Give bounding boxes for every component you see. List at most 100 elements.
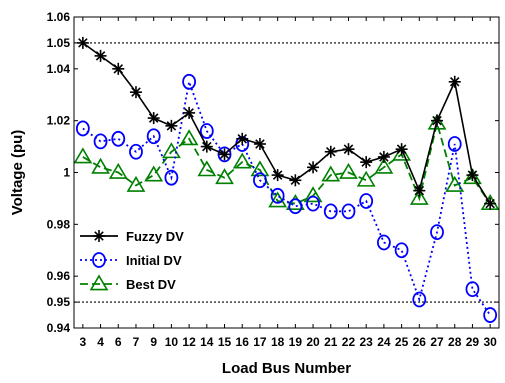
x-tick-label: 14 [200,335,214,349]
data-point-best-dv [321,165,341,182]
data-point-fuzzy-dv [76,36,89,49]
data-point-best-dv [339,162,358,179]
data-point-best-dv [303,186,323,203]
data-point-fuzzy-dv [271,169,284,182]
data-point-fuzzy-dv [289,174,302,187]
x-tick-label: 21 [324,335,338,349]
x-tick-label: 17 [253,335,267,349]
data-point-fuzzy-dv [431,114,444,127]
data-point-fuzzy-dv [147,112,160,125]
data-point-initial-dv [341,203,356,220]
data-point-fuzzy-dv [112,62,125,75]
data-point-fuzzy-dv [94,49,107,62]
y-axis-label: Voltage (pu) [9,130,26,216]
data-point-initial-dv [111,130,126,147]
legend-entry-fuzzy-dv: Fuzzy DV [126,229,184,244]
x-tick-label: 4 [97,335,104,349]
data-point-initial-dv [270,187,285,204]
data-point-best-dv [126,175,146,192]
x-tick-label: 25 [395,335,409,349]
data-point-initial-dv [394,242,409,259]
y-tick-label: 0.94 [47,321,71,335]
data-point-fuzzy-dv [200,140,213,153]
data-point-best-dv [427,113,447,130]
data-point-best-dv [197,160,217,177]
x-tick-label: 10 [165,335,179,349]
x-tick-label: 9 [150,335,157,349]
data-point-best-dv [250,160,270,177]
data-point-initial-dv [164,169,179,186]
data-point-initial-dv [465,281,480,298]
data-point-best-dv [108,162,128,179]
data-point-best-dv [144,165,164,182]
data-point-best-dv [179,129,199,146]
data-point-initial-dv [447,136,462,152]
data-point-initial-dv [306,195,320,212]
data-point-best-dv [161,142,181,159]
y-axis-ticks: 0.94 0.95 0.96 0.98 1 1.02 1.04 1.05 1.06 [47,10,499,335]
data-point-initial-dv [412,291,427,308]
data-point-fuzzy-dv [183,106,196,119]
data-point-fuzzy-dv [324,145,337,158]
data-point-best-dv [409,188,429,205]
data-point-fuzzy-dv [218,148,231,161]
data-point-initial-dv [129,143,143,160]
y-tick-label: 1.05 [47,36,71,50]
y-tick-label: 1.04 [47,62,71,76]
data-point-initial-dv [288,198,303,215]
x-tick-label: 12 [182,335,196,349]
data-point-best-dv [463,168,482,185]
data-point-best-dv [232,152,252,169]
x-tick-label: 22 [342,335,356,349]
data-point-fuzzy-dv [129,86,142,99]
x-tick-label: 28 [448,335,462,349]
data-point-fuzzy-dv [413,184,426,197]
series-line-fuzzy-dv [82,42,491,205]
x-tick-label: 30 [483,335,497,349]
data-point-fuzzy-dv [466,169,479,182]
x-axis-ticks: 3 4 6 7 9 10 12 14 15 16 17 18 19 20 21 22 23 24 25 26 27 28 2… [80,17,497,349]
x-tick-label: 20 [306,335,320,349]
series-layer [73,36,500,323]
legend: Fuzzy DV Initial DV Best DV [80,229,184,292]
y-tick-label: 0.98 [47,217,71,231]
data-point-fuzzy-dv [165,119,178,132]
data-point-initial-dv [93,133,108,150]
y-tick-label: 1.06 [47,10,71,24]
data-point-best-dv [374,157,394,174]
data-point-best-dv [356,170,376,187]
y-tick-label: 1 [63,166,70,180]
data-point-best-dv [91,157,110,174]
x-axis-label: Load Bus Number [222,360,351,377]
data-point-initial-dv [253,172,267,189]
x-tick-label: 27 [430,335,444,349]
x-tick-label: 29 [466,335,480,349]
legend-marker-initial-dv [92,252,106,268]
legend-marker-fuzzy-dv [93,230,105,242]
y-tick-label: 0.96 [47,269,71,283]
data-point-initial-dv [376,234,391,251]
x-tick-label: 18 [271,335,285,349]
data-point-best-dv [445,175,465,192]
y-tick-label: 1.02 [47,114,71,128]
data-point-initial-dv [75,120,90,137]
legend-entry-best-dv: Best DV [126,277,176,292]
data-point-fuzzy-dv [377,150,390,163]
data-point-best-dv [73,147,93,164]
x-tick-label: 7 [133,335,140,349]
data-point-initial-dv [199,123,214,139]
data-point-initial-dv [146,128,161,145]
data-point-fuzzy-dv [448,75,461,88]
series-line-initial-dv [82,78,491,316]
x-tick-label: 16 [236,335,250,349]
x-tick-label: 6 [115,335,122,349]
x-tick-label: 26 [413,335,427,349]
data-point-fuzzy-dv [342,143,355,156]
data-point-initial-dv [430,224,444,241]
data-point-fuzzy-dv [395,143,408,156]
data-point-fuzzy-dv [236,132,249,145]
x-tick-label: 15 [218,335,232,349]
data-point-fuzzy-dv [307,161,320,174]
y-tick-label: 0.95 [47,295,71,309]
